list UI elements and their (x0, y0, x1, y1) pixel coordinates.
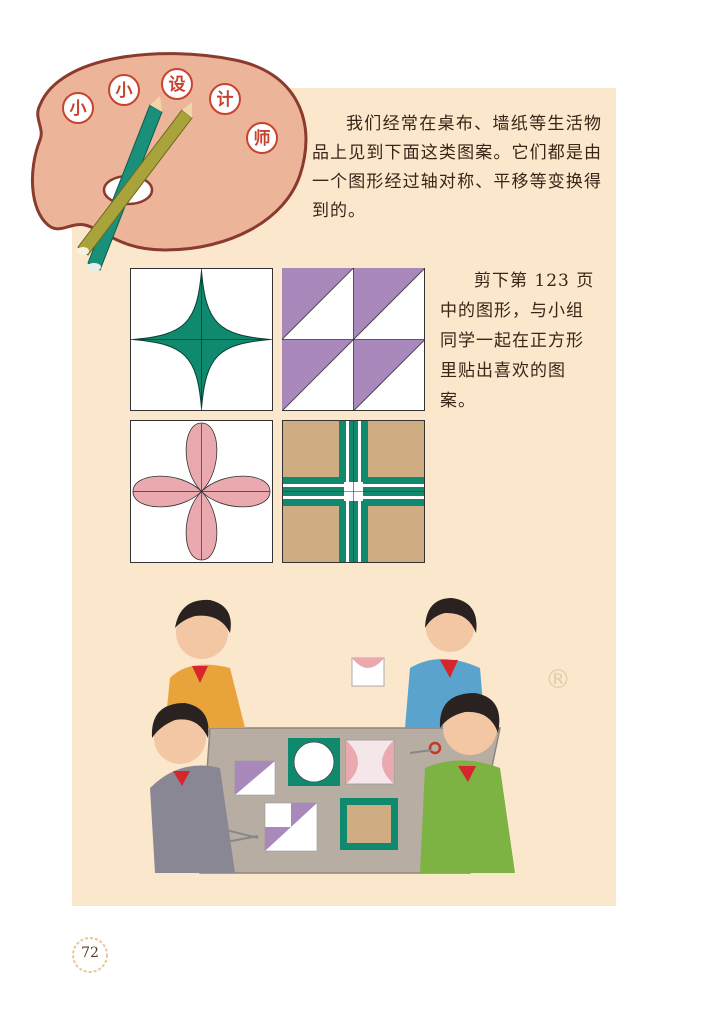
title-char-2: 小 (116, 81, 133, 101)
child-girl-grey (150, 703, 235, 873)
page-number-circle-icon (72, 937, 108, 973)
intro-paragraph: 我们经常在桌布、墙纸等生活物品上见到下面这类图案。它们都是由一个图形经过轴对称、… (312, 114, 602, 221)
child-boy-green (420, 693, 515, 873)
pattern-tile-star (130, 268, 273, 411)
title-char-3: 设 (169, 75, 186, 95)
children-illustration: ® (150, 598, 571, 874)
pattern-tile-cross (282, 420, 425, 563)
page-number-badge: 72 (70, 935, 110, 975)
title-char-4: 计 (217, 89, 234, 110)
title-char-1: 小 (70, 99, 87, 119)
pattern-tile-triangles (282, 268, 425, 411)
title-circles: 小 小 设 计 师 (62, 68, 278, 154)
instruction-paragraph: 剪下第 123 页中的图形，与小组同学一起在正方形里贴出喜欢的图案。 (440, 271, 595, 411)
palette-illustration: 小 小 设 计 师 (30, 52, 308, 271)
title-char-5: 师 (254, 128, 271, 149)
pattern-tile-flower (130, 420, 273, 563)
page-number: 72 (81, 945, 99, 961)
registered-watermark: ® (545, 665, 571, 695)
olive-pencil-icon (77, 102, 193, 256)
